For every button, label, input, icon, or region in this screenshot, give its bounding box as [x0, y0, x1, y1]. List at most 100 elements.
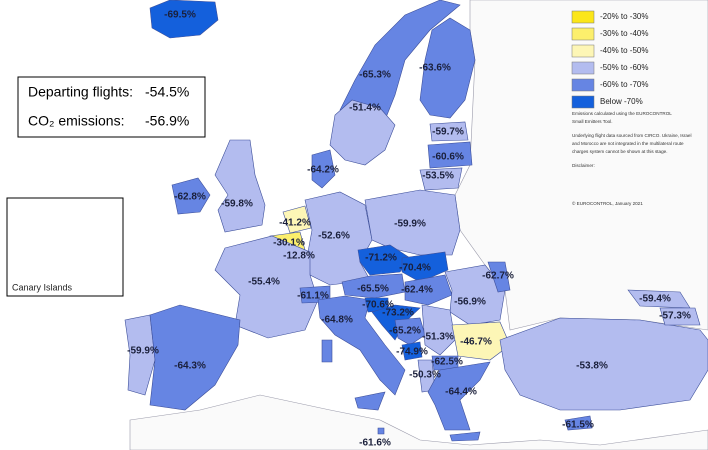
country-shape: [171, 177, 211, 215]
country-label: -70.4%: [399, 263, 431, 274]
info-frame: [17, 76, 206, 138]
country-shape: [429, 121, 469, 142]
country-label: -55.4%: [248, 277, 280, 288]
country-label: -52.6%: [318, 231, 350, 242]
country-shape: [329, 99, 396, 166]
note-line: charges system cannot be shown at this s…: [572, 149, 668, 154]
country-label: -64.4%: [445, 387, 477, 398]
note-line: Underlying flight data sourced from CIRC…: [572, 133, 692, 138]
country-label: -62.5%: [431, 357, 463, 368]
note-line: © EUROCONTROL, January 2021: [572, 200, 643, 206]
country-label: -59.9%: [127, 346, 159, 357]
note-line: Small Emitters Tool.: [572, 119, 613, 124]
country-shape: [404, 274, 453, 306]
country-label: -64.2%: [307, 165, 339, 176]
country-label: -61.6%: [359, 438, 391, 449]
country-label: -61.1%: [297, 291, 329, 302]
country-label: -65.5%: [357, 284, 389, 295]
country-label: -51.3%: [422, 332, 454, 343]
country-shape: [357, 244, 411, 276]
country-label: -74.9%: [396, 347, 428, 358]
legend-swatch: [571, 95, 595, 109]
legend-label: -50% to -60%: [600, 63, 648, 72]
country-label: -71.2%: [365, 253, 397, 264]
country-shape: [354, 391, 386, 411]
legend-swatch: [571, 78, 595, 92]
country-shape: [451, 321, 511, 361]
country-shape: [321, 339, 333, 363]
country-label: -41.2%: [279, 218, 311, 229]
country-shape: [427, 141, 473, 169]
legend-label: -30% to -40%: [600, 29, 648, 38]
country-label: -62.4%: [401, 285, 433, 296]
country-label: -61.5%: [562, 420, 594, 431]
country-shape: [394, 317, 426, 346]
note-line: Disclaimer:: [572, 163, 595, 168]
info-label: Departing flights:: [28, 84, 133, 100]
country-label: -65.2%: [389, 326, 421, 337]
notes: Emissions calculated using the EUROCONTR…: [572, 111, 692, 206]
country-shape: [427, 361, 491, 431]
info-box: Departing flights: -54.5% CO₂ emissions:…: [17, 76, 206, 138]
country-label: -70.6%: [362, 300, 394, 311]
countries: [19, 0, 708, 442]
country-shape: [499, 317, 708, 411]
legend: -20% to -30% -30% to -40% -40% to -50% -50%…: [571, 10, 648, 109]
country-label: -30.1%: [273, 238, 305, 249]
country-label: -69.5%: [164, 10, 196, 21]
country-shape: [214, 139, 266, 233]
country-label: -53.8%: [576, 361, 608, 372]
note-line: Emissions calculated using the EUROCONTR…: [572, 111, 672, 116]
country-label: -73.2%: [382, 308, 414, 319]
country-label: -59.7%: [432, 127, 464, 138]
country-label: -63.6%: [419, 63, 451, 74]
country-shape: [149, 0, 219, 39]
country-shape: [401, 251, 449, 283]
country-shape: [487, 261, 511, 293]
country-label: -53.5%: [422, 171, 454, 182]
legend-swatch: [571, 44, 595, 58]
country-shape: [149, 304, 241, 411]
legend-swatch: [571, 27, 595, 41]
country-label: -57.3%: [659, 311, 691, 322]
inset: Canary Islands: [6, 197, 124, 297]
country-shape: [377, 427, 385, 435]
inset-label: Canary Islands: [12, 282, 73, 292]
info-value: -54.5%: [145, 84, 189, 100]
country-shape: [419, 17, 476, 119]
legend-label: -40% to -50%: [600, 46, 648, 55]
country-shape: [659, 307, 701, 326]
info-value: -56.9%: [145, 113, 189, 129]
country-label: -60.6%: [432, 152, 464, 163]
country-label: -64.3%: [174, 361, 206, 372]
country-shape: [282, 205, 312, 234]
legend-swatch: [571, 10, 595, 24]
land-africa: [129, 394, 708, 450]
country-label: -65.3%: [359, 70, 391, 81]
legend-label: -60% to -70%: [600, 80, 648, 89]
country-label: -59.4%: [639, 294, 671, 305]
inset-frame: [6, 197, 124, 297]
country-shape: [214, 235, 319, 339]
country-shape: [444, 264, 506, 326]
note-line: and Morocco are not integrated in the mu…: [572, 141, 684, 146]
country-label: -56.9%: [454, 297, 486, 308]
country-shape: [449, 431, 481, 442]
legend-swatch: [571, 61, 595, 75]
info-label: CO₂ emissions:: [28, 113, 124, 129]
country-shape: [564, 415, 593, 431]
country-label: -62.7%: [482, 271, 514, 282]
country-label: -50.3%: [409, 370, 441, 381]
legend-label: Below -70%: [600, 97, 643, 106]
country-label: -64.8%: [321, 315, 353, 326]
country-labels: -69.5% -65.3% -51.4% -63.6% -59.7% -60.6% -53.…: [48, 10, 691, 449]
legend-label: -20% to -30%: [600, 12, 648, 21]
country-shape: [421, 304, 456, 356]
country-label: -12.8%: [283, 251, 315, 262]
country-shape: [311, 149, 336, 189]
country-shape: [364, 189, 461, 256]
country-label: -59.8%: [221, 199, 253, 210]
country-label: -62.8%: [174, 192, 206, 203]
country-label: -59.9%: [394, 219, 426, 230]
